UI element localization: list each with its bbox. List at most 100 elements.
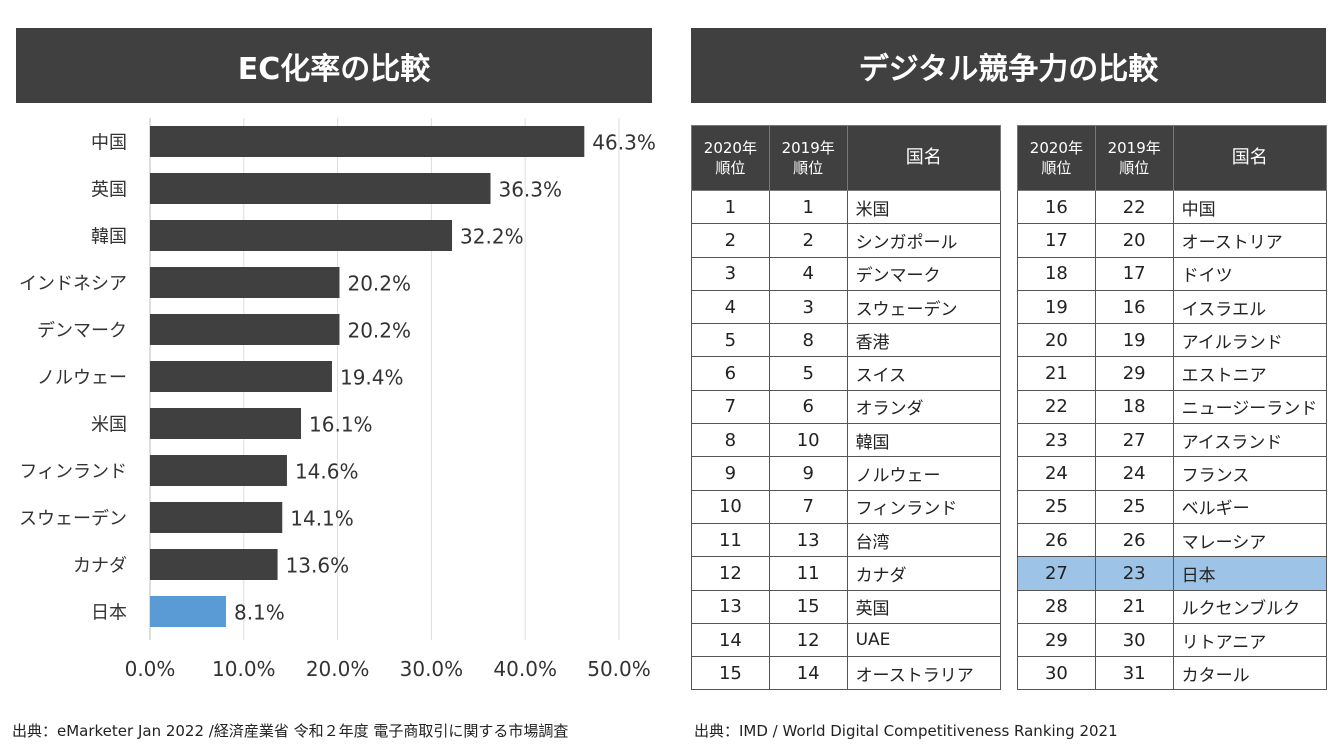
country-name: ノルウェー (846, 456, 1002, 491)
country-name: デンマーク (846, 256, 1002, 291)
rank-2019: 15 (768, 589, 848, 624)
bar-6 (150, 408, 302, 439)
digital-ranking-title: デジタル競争力の比較 (691, 28, 1326, 103)
table-header-row: 2020年 順位 2019年 順位 国名 (691, 125, 1002, 191)
x-tick-label: 0.0% (125, 657, 176, 681)
category-label: 米国 (91, 415, 127, 436)
table-row: 8 10 韓国 (691, 423, 1002, 458)
country-name: フィンランド (846, 489, 1002, 524)
rank-2020: 22 (1017, 389, 1096, 425)
table-row: 25 25 ベルギー (1017, 489, 1328, 524)
category-label: デンマーク (37, 321, 127, 342)
country-name: オランダ (846, 389, 1002, 425)
rank-2019: 25 (1094, 489, 1174, 524)
rank-2020: 24 (1017, 456, 1096, 491)
rank-2019: 23 (1094, 556, 1174, 591)
country-name: フランス (1172, 456, 1328, 491)
data-label: 20.2% (347, 319, 411, 343)
rank-2019: 2 (768, 223, 848, 258)
rank-2019: 6 (768, 389, 848, 425)
rank-2019: 4 (768, 256, 848, 291)
table-row: 23 27 アイスランド (1017, 423, 1328, 458)
rank-2019: 8 (768, 323, 848, 358)
ec-rate-bar-chart: 0.0% 10.0% 20.0% 30.0% 40.0% 50.0% 中国 46.3% 英国 36… (19, 118, 656, 681)
table-row: 30 31 カタール (1017, 656, 1328, 691)
rank-2019: 24 (1094, 456, 1174, 491)
country-name: ドイツ (1172, 256, 1328, 291)
column-header: 2019年 順位 (1094, 125, 1174, 191)
column-header: 2020年 順位 (1017, 125, 1096, 191)
category-label: ノルウェー (37, 368, 127, 389)
rank-2020: 6 (691, 356, 770, 391)
rank-2020: 29 (1017, 622, 1096, 658)
rank-2020: 27 (1017, 556, 1096, 591)
country-name: エストニア (1172, 356, 1328, 391)
table-row: 24 24 フランス (1017, 456, 1328, 491)
category-label: 韓国 (91, 227, 127, 248)
data-label: 20.2% (347, 272, 411, 296)
x-tick-label: 40.0% (493, 657, 557, 681)
rank-2019: 14 (768, 656, 848, 691)
rank-2019: 22 (1094, 189, 1174, 225)
rank-2020: 19 (1017, 289, 1096, 325)
source-left: 出典：eMarketer Jan 2022 /経済産業省 令和２年度 電子商取引… (12, 722, 569, 740)
rank-2020: 1 (691, 189, 770, 225)
table-row: 17 20 オーストリア (1017, 223, 1328, 258)
rank-2020: 7 (691, 389, 770, 425)
rank-2020: 13 (691, 589, 770, 624)
table-row: 9 9 ノルウェー (691, 456, 1002, 491)
rank-2020: 10 (691, 489, 770, 524)
rank-2019: 16 (1094, 289, 1174, 325)
rank-2019: 11 (768, 556, 848, 591)
table-row: 6 5 スイス (691, 356, 1002, 391)
country-name: ルクセンブルク (1172, 589, 1328, 624)
bar-10 (150, 596, 226, 627)
rank-2020: 3 (691, 256, 770, 291)
rank-2019: 21 (1094, 589, 1174, 624)
rank-2019: 20 (1094, 223, 1174, 258)
x-tick-label: 10.0% (212, 657, 276, 681)
category-label: フィンランド (19, 462, 127, 483)
country-name: ベルギー (1172, 489, 1328, 524)
rank-2019: 10 (768, 423, 848, 458)
table-row: 2 2 シンガポール (691, 223, 1002, 258)
x-tick-label: 50.0% (587, 657, 651, 681)
bar-5 (150, 361, 332, 392)
country-name: シンガポール (846, 223, 1002, 258)
table-row: 3 4 デンマーク (691, 256, 1002, 291)
table-row: 26 26 マレーシア (1017, 522, 1328, 558)
rank-2020: 16 (1017, 189, 1096, 225)
table-row: 19 16 イスラエル (1017, 289, 1328, 325)
bar-0 (150, 126, 585, 157)
country-name: アイスランド (1172, 423, 1328, 458)
rank-2019: 30 (1094, 622, 1174, 658)
bar-8 (150, 502, 283, 533)
rank-2020: 8 (691, 423, 770, 458)
rank-2020: 2 (691, 223, 770, 258)
data-label: 46.3% (592, 131, 656, 155)
rank-2020: 25 (1017, 489, 1096, 524)
rank-2019: 18 (1094, 389, 1174, 425)
ranking-table-right: 2020年 順位 2019年 順位 国名 16 22 中国 17 20 オーストリア 18 17 ドイ… (1017, 125, 1328, 691)
column-header: 国名 (846, 125, 1002, 191)
table-row: 28 21 ルクセンブルク (1017, 589, 1328, 624)
data-label: 14.6% (295, 460, 359, 484)
country-name: イスラエル (1172, 289, 1328, 325)
rank-2019: 5 (768, 356, 848, 391)
rank-2019: 7 (768, 489, 848, 524)
bar-4 (150, 314, 340, 345)
category-label: スウェーデン (19, 509, 127, 530)
category-label: 英国 (91, 180, 127, 201)
table-row: 1 1 米国 (691, 189, 1002, 225)
country-name: マレーシア (1172, 522, 1328, 558)
data-label: 32.2% (460, 225, 524, 249)
table-row: 11 13 台湾 (691, 522, 1002, 558)
rank-2019: 3 (768, 289, 848, 325)
rank-2020: 9 (691, 456, 770, 491)
rank-2019: 26 (1094, 522, 1174, 558)
table-row: 21 29 エストニア (1017, 356, 1328, 391)
rank-2020: 26 (1017, 522, 1096, 558)
column-header: 2019年 順位 (768, 125, 848, 191)
table-row: 13 15 英国 (691, 589, 1002, 624)
rank-2019: 27 (1094, 423, 1174, 458)
